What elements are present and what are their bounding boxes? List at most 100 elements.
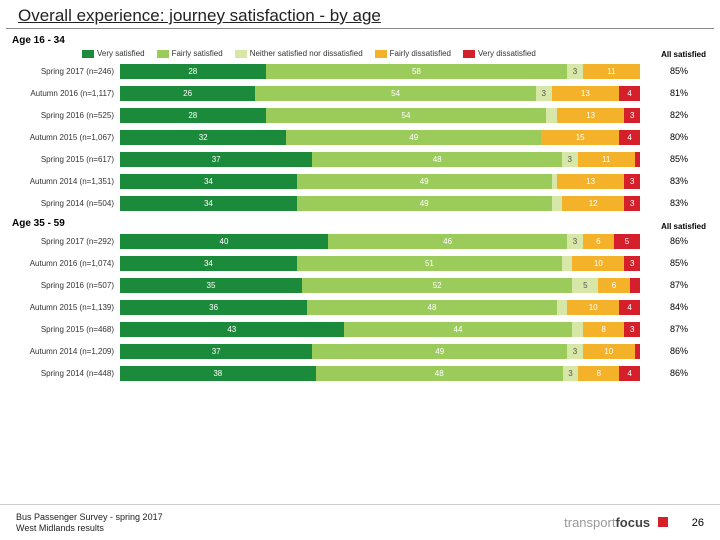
section-header: Age 16 - 34 — [12, 35, 708, 46]
legend-swatch — [235, 50, 247, 58]
bar-segment: 49 — [297, 196, 552, 211]
bar-segment: 49 — [286, 130, 541, 145]
chart-row: Autumn 2015 (n=1,067)324915480% — [12, 128, 708, 146]
bar-segment: 34 — [120, 196, 297, 211]
bar-segment: 13 — [557, 108, 625, 123]
row-label: Spring 2017 (n=292) — [12, 237, 120, 246]
bar-segment: 3 — [624, 322, 640, 337]
bar-segment: 48 — [307, 300, 557, 315]
row-label: Spring 2014 (n=504) — [12, 199, 120, 208]
row-total: 85% — [640, 66, 688, 76]
bar-segment: 12 — [562, 196, 624, 211]
row-total: 87% — [640, 324, 688, 334]
row-label: Autumn 2014 (n=1,209) — [12, 347, 120, 356]
bar-segment: 28 — [120, 64, 266, 79]
bar-segment: 13 — [552, 86, 620, 101]
row-total: 86% — [640, 236, 688, 246]
chart-row: Spring 2014 (n=448)384838486% — [12, 364, 708, 382]
stacked-bar: 4344 83 — [120, 322, 640, 337]
row-total: 82% — [640, 110, 688, 120]
row-total: 84% — [640, 302, 688, 312]
page-title: Overall experience: journey satisfaction… — [18, 6, 702, 26]
bar-segment: 37 — [120, 152, 312, 167]
legend-item: Fairly satisfied — [157, 49, 223, 58]
bar-segment: 3 — [567, 234, 583, 249]
row-total: 80% — [640, 132, 688, 142]
stacked-bar: 2858311 — [120, 64, 640, 79]
legend-label: Very dissatisfied — [478, 49, 536, 58]
row-label: Autumn 2016 (n=1,117) — [12, 89, 120, 98]
row-total: 86% — [640, 346, 688, 356]
bar-segment: 11 — [583, 64, 640, 79]
bar-segment: 4 — [619, 366, 640, 381]
row-label: Spring 2016 (n=525) — [12, 111, 120, 120]
bar-segment — [562, 256, 572, 271]
bar-segment: 44 — [344, 322, 573, 337]
row-label: Spring 2016 (n=507) — [12, 281, 120, 290]
row-label: Autumn 2015 (n=1,067) — [12, 133, 120, 142]
bar-segment: 3 — [624, 108, 640, 123]
chart-row: Autumn 2014 (n=1,209)374931086% — [12, 342, 708, 360]
row-total: 81% — [640, 88, 688, 98]
row-label: Autumn 2014 (n=1,351) — [12, 177, 120, 186]
bar-segment: 36 — [120, 300, 307, 315]
bar-segment: 40 — [120, 234, 328, 249]
chart-row: Autumn 2016 (n=1,074)345110385% — [12, 254, 708, 272]
footer: Bus Passenger Survey - spring 2017 West … — [0, 504, 720, 540]
all-satisfied-header: All satisfied — [661, 222, 706, 231]
row-total: 87% — [640, 280, 688, 290]
bar-segment: 4 — [619, 130, 640, 145]
bar-segment: 51 — [297, 256, 562, 271]
bar-segment: 54 — [266, 108, 547, 123]
bar-segment: 15 — [541, 130, 619, 145]
stacked-bar-chart: Spring 2017 (n=292)404636586%Autumn 2016… — [12, 232, 708, 382]
legend-swatch — [375, 50, 387, 58]
bar-segment: 13 — [557, 174, 625, 189]
row-total: 85% — [640, 258, 688, 268]
title-bar: Overall experience: journey satisfaction… — [6, 0, 714, 29]
chart-row: Spring 2015 (n=617)374831185% — [12, 150, 708, 168]
stacked-bar: 4046365 — [120, 234, 640, 249]
logo-part2: focus — [615, 515, 650, 530]
stacked-bar: 3451103 — [120, 256, 640, 271]
bar-segment: 48 — [312, 152, 562, 167]
bar-segment: 8 — [578, 366, 619, 381]
stacked-bar: 355256 — [120, 278, 640, 293]
logo-part1: transport — [564, 515, 615, 530]
bar-segment: 43 — [120, 322, 344, 337]
bar-segment: 58 — [266, 64, 568, 79]
legend-label: Very satisfied — [97, 49, 145, 58]
chart-row: Autumn 2014 (n=1,351)344913383% — [12, 172, 708, 190]
bar-segment: 3 — [624, 256, 640, 271]
row-label: Autumn 2016 (n=1,074) — [12, 259, 120, 268]
bar-segment: 3 — [624, 174, 640, 189]
row-label: Autumn 2015 (n=1,139) — [12, 303, 120, 312]
stacked-bar: 3449 123 — [120, 196, 640, 211]
chart-row: Spring 2014 (n=504)344912383% — [12, 194, 708, 212]
stacked-bar-chart: Spring 2017 (n=246)285831185%Autumn 2016… — [12, 62, 708, 212]
bar-segment — [557, 300, 567, 315]
bar-segment: 10 — [572, 256, 624, 271]
row-total: 85% — [640, 154, 688, 164]
bar-segment: 35 — [120, 278, 302, 293]
legend-label: Fairly satisfied — [172, 49, 223, 58]
row-label: Spring 2014 (n=448) — [12, 369, 120, 378]
bar-segment: 3 — [624, 196, 640, 211]
bar-segment: 54 — [255, 86, 536, 101]
stacked-bar: 3449133 — [120, 174, 640, 189]
bar-segment: 38 — [120, 366, 316, 381]
row-total: 83% — [640, 176, 688, 186]
legend-label: Neither satisfied nor dissatisfied — [250, 49, 363, 58]
bar-segment: 5 — [614, 234, 640, 249]
chart-row: Spring 2017 (n=246)285831185% — [12, 62, 708, 80]
bar-segment: 3 — [563, 366, 578, 381]
chart-row: Spring 2015 (n=468)43448387% — [12, 320, 708, 338]
bar-segment: 3 — [562, 152, 578, 167]
row-label: Spring 2017 (n=246) — [12, 67, 120, 76]
bar-segment: 49 — [312, 344, 567, 359]
bar-segment: 46 — [328, 234, 567, 249]
bar-segment: 8 — [583, 322, 625, 337]
stacked-bar: 3848384 — [120, 366, 640, 381]
bar-segment — [546, 108, 556, 123]
section-header: Age 35 - 59 — [12, 218, 708, 229]
